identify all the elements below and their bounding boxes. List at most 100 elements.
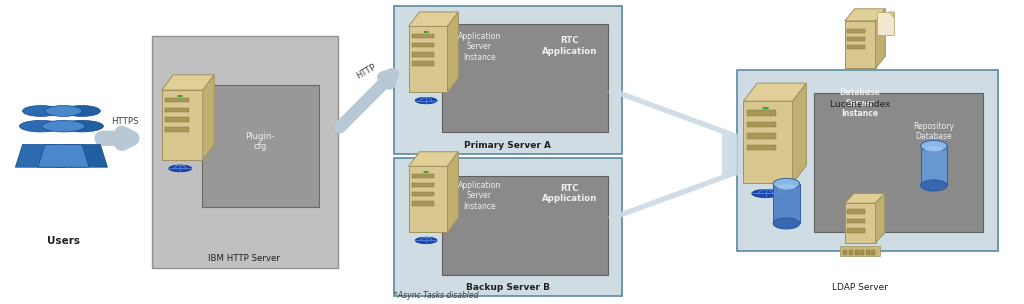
Ellipse shape — [19, 120, 62, 132]
Bar — [165, 117, 188, 122]
Circle shape — [752, 189, 779, 198]
FancyBboxPatch shape — [845, 203, 876, 243]
FancyBboxPatch shape — [162, 90, 203, 160]
FancyBboxPatch shape — [409, 26, 447, 92]
Text: LDAP Server: LDAP Server — [833, 283, 888, 292]
Circle shape — [169, 165, 191, 172]
Text: IBM HTTP Server: IBM HTTP Server — [208, 254, 280, 263]
Bar — [847, 228, 865, 233]
Polygon shape — [793, 83, 806, 184]
FancyBboxPatch shape — [409, 166, 447, 232]
Bar — [412, 61, 434, 66]
Ellipse shape — [925, 146, 943, 152]
Circle shape — [424, 31, 428, 33]
Polygon shape — [606, 91, 737, 217]
Text: RTC
Application: RTC Application — [542, 184, 597, 203]
Text: Primary Server A: Primary Server A — [465, 140, 551, 150]
Polygon shape — [743, 83, 806, 101]
Bar — [412, 192, 434, 196]
Text: Repository
Database: Repository Database — [913, 122, 954, 141]
Ellipse shape — [921, 180, 947, 191]
Bar — [412, 201, 434, 206]
Text: Application
Server
Instance: Application Server Instance — [458, 181, 501, 211]
Polygon shape — [447, 12, 459, 92]
Text: Database
Server
Instance: Database Server Instance — [840, 88, 881, 118]
Bar — [849, 250, 853, 255]
Text: Lucene Index: Lucene Index — [829, 100, 891, 109]
Polygon shape — [737, 134, 760, 176]
Text: *Async Tasks disabled: *Async Tasks disabled — [394, 291, 479, 300]
Bar — [412, 174, 434, 178]
Polygon shape — [409, 152, 459, 166]
Bar — [412, 183, 434, 187]
Bar — [748, 133, 776, 139]
Text: Users: Users — [47, 236, 80, 246]
Circle shape — [424, 171, 428, 173]
Ellipse shape — [60, 120, 103, 132]
Circle shape — [763, 107, 768, 109]
Text: HTTPS: HTTPS — [112, 117, 138, 126]
Bar — [748, 122, 776, 127]
Bar — [847, 219, 865, 223]
Circle shape — [45, 105, 82, 116]
Bar — [412, 43, 434, 47]
FancyBboxPatch shape — [737, 70, 998, 251]
FancyBboxPatch shape — [773, 184, 800, 223]
Bar — [865, 250, 869, 255]
FancyBboxPatch shape — [921, 146, 947, 185]
Text: RTC
Application: RTC Application — [542, 36, 597, 56]
FancyBboxPatch shape — [743, 101, 793, 184]
Polygon shape — [447, 152, 459, 232]
Bar — [847, 29, 865, 33]
Polygon shape — [889, 12, 894, 18]
FancyBboxPatch shape — [394, 158, 622, 296]
Text: Application
Server
Instance: Application Server Instance — [458, 32, 501, 62]
Bar — [165, 127, 188, 132]
FancyBboxPatch shape — [845, 21, 876, 68]
Circle shape — [63, 105, 100, 116]
Circle shape — [178, 95, 182, 97]
Circle shape — [415, 97, 437, 104]
Bar — [748, 145, 776, 150]
Polygon shape — [56, 144, 108, 167]
Ellipse shape — [42, 120, 85, 132]
Bar — [165, 98, 188, 102]
Bar — [847, 209, 865, 214]
FancyBboxPatch shape — [814, 93, 983, 232]
FancyBboxPatch shape — [442, 176, 608, 275]
Text: Plugin-
cfg: Plugin- cfg — [246, 132, 274, 151]
Circle shape — [415, 237, 437, 244]
FancyBboxPatch shape — [202, 85, 319, 207]
Bar — [748, 110, 776, 116]
Polygon shape — [876, 9, 886, 68]
FancyBboxPatch shape — [152, 36, 338, 268]
Bar — [847, 37, 865, 41]
Polygon shape — [845, 9, 886, 21]
Bar — [860, 250, 864, 255]
FancyBboxPatch shape — [442, 24, 608, 132]
Polygon shape — [409, 12, 459, 26]
Ellipse shape — [773, 218, 800, 229]
Text: Backup Server B: Backup Server B — [466, 283, 550, 292]
Bar — [847, 45, 865, 49]
Ellipse shape — [773, 178, 800, 189]
FancyBboxPatch shape — [877, 12, 894, 35]
Polygon shape — [15, 144, 67, 167]
Polygon shape — [876, 193, 885, 243]
Bar — [412, 34, 434, 38]
FancyBboxPatch shape — [840, 247, 881, 256]
Circle shape — [23, 105, 59, 116]
Bar — [855, 250, 858, 255]
Polygon shape — [38, 144, 89, 167]
Text: HTTP: HTTP — [355, 62, 378, 81]
Polygon shape — [845, 193, 885, 203]
Bar — [871, 250, 876, 255]
Bar — [412, 52, 434, 57]
Polygon shape — [162, 75, 214, 90]
FancyBboxPatch shape — [394, 6, 622, 154]
Polygon shape — [203, 75, 214, 160]
Bar — [844, 250, 848, 255]
Ellipse shape — [921, 140, 947, 151]
Ellipse shape — [777, 184, 796, 190]
Bar — [165, 108, 188, 112]
